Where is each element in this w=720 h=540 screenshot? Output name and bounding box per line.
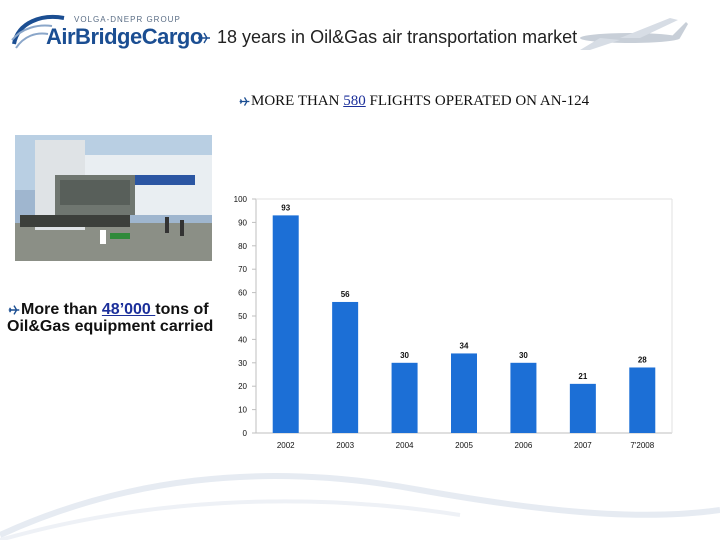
x-tick-label: 2005	[455, 441, 473, 450]
bar	[391, 362, 418, 433]
tonnage-stat: More than 48’000 tons of Oil&Gas equipme…	[7, 301, 227, 335]
stat-suffix: tons of Oil&Gas equipment carried	[7, 301, 214, 335]
y-axis-ticks: 0 10 20 30 40 50 60 70 80 90 100	[234, 195, 256, 438]
plane-icon	[239, 97, 250, 106]
bar-data-label: 28	[638, 355, 647, 364]
y-tick-label: 40	[238, 335, 247, 344]
y-tick-label: 100	[234, 195, 248, 204]
bar-data-label: 93	[281, 203, 290, 212]
x-tick-label: 2006	[515, 441, 533, 450]
bar	[510, 362, 537, 433]
globe-logo-icon	[11, 15, 65, 49]
bar-data-label: 30	[519, 351, 528, 360]
bar	[272, 215, 299, 433]
bar	[569, 383, 596, 433]
chart-bars: 93 56 30 34 30 21 28	[272, 203, 656, 433]
x-tick-label: 2003	[336, 441, 354, 450]
y-tick-label: 50	[238, 312, 247, 321]
x-tick-label: 2004	[396, 441, 414, 450]
background-swoosh	[0, 473, 720, 540]
cargo-loading-photo	[15, 135, 212, 261]
headline-suffix: FLIGHTS OPERATED ON AN-124	[365, 93, 590, 109]
bar	[332, 301, 359, 433]
y-tick-label: 70	[238, 265, 247, 274]
x-tick-label: 7'2008	[630, 441, 654, 450]
flights-count: 580	[343, 93, 366, 109]
bar-data-label: 34	[460, 341, 469, 350]
x-tick-label: 2002	[277, 441, 295, 450]
headline-prefix: MORE THAN	[251, 93, 344, 109]
bar-data-label: 56	[341, 290, 350, 299]
company-logo: VOLGA-DNEPR GROUP AirBridgeCargo	[8, 10, 203, 50]
y-tick-label: 0	[243, 429, 248, 438]
x-tick-label: 2007	[574, 441, 592, 450]
y-tick-label: 20	[238, 382, 247, 391]
header-label: 18 years in Oil&Gas air transportation m…	[217, 27, 578, 47]
bar-data-label: 21	[578, 372, 587, 381]
y-tick-label: 30	[238, 359, 247, 368]
bar	[629, 367, 656, 433]
x-axis-ticks: 2002 2003 2004 2005 2006 2007 7'2008	[277, 441, 655, 450]
logo-group-text: VOLGA-DNEPR GROUP	[74, 15, 181, 24]
logo-brand-name: AirBridgeCargo	[46, 24, 203, 49]
plane-icon	[8, 305, 20, 315]
y-tick-label: 90	[238, 218, 247, 227]
bar-data-label: 30	[400, 351, 409, 360]
y-tick-label: 60	[238, 289, 247, 298]
stat-prefix: More than	[21, 301, 102, 318]
y-tick-label: 10	[238, 406, 247, 415]
flights-headline: MORE THAN 580 FLIGHTS OPERATED ON AN-124	[238, 93, 658, 109]
header-text: 18 years in Oil&Gas air transportation m…	[196, 27, 577, 48]
bar	[451, 353, 477, 433]
flights-bar-chart: 0 10 20 30 40 50 60 70 80 90 100 93 56 30 34 30 21 28 20…	[234, 195, 673, 450]
aircraft-icon	[580, 18, 688, 50]
plane-icon	[198, 32, 210, 44]
tonnage-number: 48’000	[101, 301, 156, 318]
y-tick-label: 80	[238, 242, 247, 251]
